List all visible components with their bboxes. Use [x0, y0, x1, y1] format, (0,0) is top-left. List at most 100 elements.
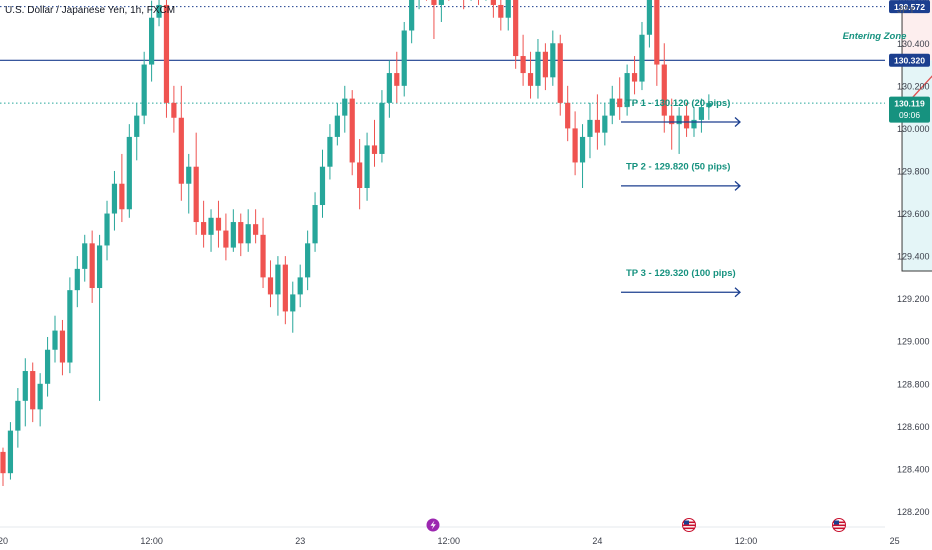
- price-tick-label: 129.000: [897, 337, 930, 347]
- candle-body: [186, 166, 192, 184]
- target-label-tp2: TP 2 - 129.820 (50 pips): [626, 162, 730, 173]
- candle-body: [661, 64, 667, 116]
- candle-17: [126, 124, 132, 218]
- candle-26: [193, 132, 199, 235]
- candle-body: [602, 115, 608, 133]
- candle-62: [463, 0, 465, 10]
- candle-body: [119, 183, 125, 210]
- candle-50: [371, 119, 378, 167]
- candle-9: [67, 277, 73, 374]
- candle-body: [527, 73, 534, 86]
- candle-76: [565, 85, 571, 142]
- candle-90: [669, 98, 675, 150]
- candle-47: [349, 90, 355, 176]
- candle-2: [15, 388, 21, 448]
- candle-body: [15, 400, 21, 431]
- candle-84: [624, 64, 630, 116]
- candle-body: [74, 268, 80, 291]
- event-icon-lightning[interactable]: [426, 518, 440, 532]
- candle-7: [52, 315, 58, 363]
- candle-8: [59, 319, 66, 376]
- candle-86: [639, 21, 645, 91]
- candle-body: [275, 264, 281, 295]
- candle-body: [617, 98, 623, 108]
- candle-74: [550, 30, 556, 86]
- time-tick-label: 25: [890, 536, 900, 546]
- candle-81: [602, 102, 608, 146]
- candle-body: [59, 330, 66, 363]
- current-price-value: 130.119: [894, 98, 925, 108]
- candle-42: [312, 192, 318, 252]
- candle-32: [238, 213, 244, 257]
- candle-body: [438, 0, 444, 5]
- candle-89: [661, 43, 667, 133]
- event-icon-us-flag-1[interactable]: [682, 518, 696, 532]
- candle-68: [505, 0, 511, 31]
- candle-38: [282, 256, 288, 325]
- candle-body: [290, 294, 296, 312]
- candle-body: [245, 224, 251, 244]
- candle-body: [104, 213, 110, 246]
- candle-body: [22, 371, 28, 401]
- candle-body: [201, 222, 207, 235]
- candle-83: [617, 77, 623, 120]
- price-tick-label: 129.800: [897, 166, 930, 176]
- price-tick-label: 128.200: [897, 507, 930, 517]
- target-label-tp3: TP 3 - 129.320 (100 pips): [626, 268, 736, 279]
- candle-body: [698, 107, 705, 120]
- time-axis[interactable]: 2012:002312:002412:002512:002612:002712:…: [0, 536, 932, 546]
- candle-22: [163, 0, 170, 118]
- candle-15: [111, 170, 118, 231]
- candle-16: [119, 153, 125, 223]
- candle-body: [267, 277, 274, 295]
- candle-body: [386, 73, 392, 103]
- candle-body: [550, 43, 556, 78]
- candle-body: [572, 128, 578, 163]
- candle-23: [171, 85, 177, 133]
- candle-body: [319, 166, 326, 206]
- candle-body: [639, 34, 645, 82]
- candle-body: [223, 230, 229, 248]
- candle-body: [37, 383, 43, 410]
- candle-34: [253, 209, 259, 244]
- candle-11: [82, 234, 88, 282]
- candle-body: [141, 64, 147, 116]
- candle-body: [156, 4, 162, 18]
- candle-24: [178, 85, 184, 201]
- candle-27: [201, 200, 207, 248]
- candle-44: [327, 124, 333, 180]
- price-tick-label: 130.200: [897, 81, 930, 91]
- price-tick-label: 130.000: [897, 124, 930, 134]
- annotations: 3rd Resistance (130.816)2nd Resistance (…: [843, 31, 908, 42]
- candle-body: [327, 136, 333, 167]
- candle-29: [215, 200, 222, 248]
- candle-body: [609, 98, 615, 116]
- candle-70: [520, 34, 526, 86]
- candle-body: [542, 51, 548, 78]
- candle-body: [163, 4, 170, 103]
- candle-3: [22, 358, 28, 427]
- price-tick-label: 130.400: [897, 39, 930, 49]
- candle-71: [527, 51, 534, 99]
- candle-body: [371, 145, 378, 154]
- candle-body: [171, 102, 177, 118]
- candle-52: [386, 60, 392, 118]
- candle-35: [260, 217, 266, 289]
- candle-body: [624, 73, 630, 108]
- time-tick-label: 12:00: [140, 536, 163, 546]
- candle-55: [409, 0, 415, 44]
- time-tick-label: 20: [0, 536, 8, 546]
- candle-72: [535, 39, 541, 99]
- candle-75: [557, 34, 563, 116]
- candle-18: [134, 102, 140, 161]
- candle-body: [305, 243, 311, 278]
- current-price-badge: [889, 96, 930, 123]
- candle-37: [275, 256, 281, 316]
- candle-20: [149, 0, 155, 82]
- candle-body: [282, 264, 288, 312]
- candle-59: [438, 0, 444, 22]
- candle-40: [297, 264, 303, 308]
- event-icon-us-flag-2[interactable]: [832, 518, 846, 532]
- candle-body: [149, 17, 155, 65]
